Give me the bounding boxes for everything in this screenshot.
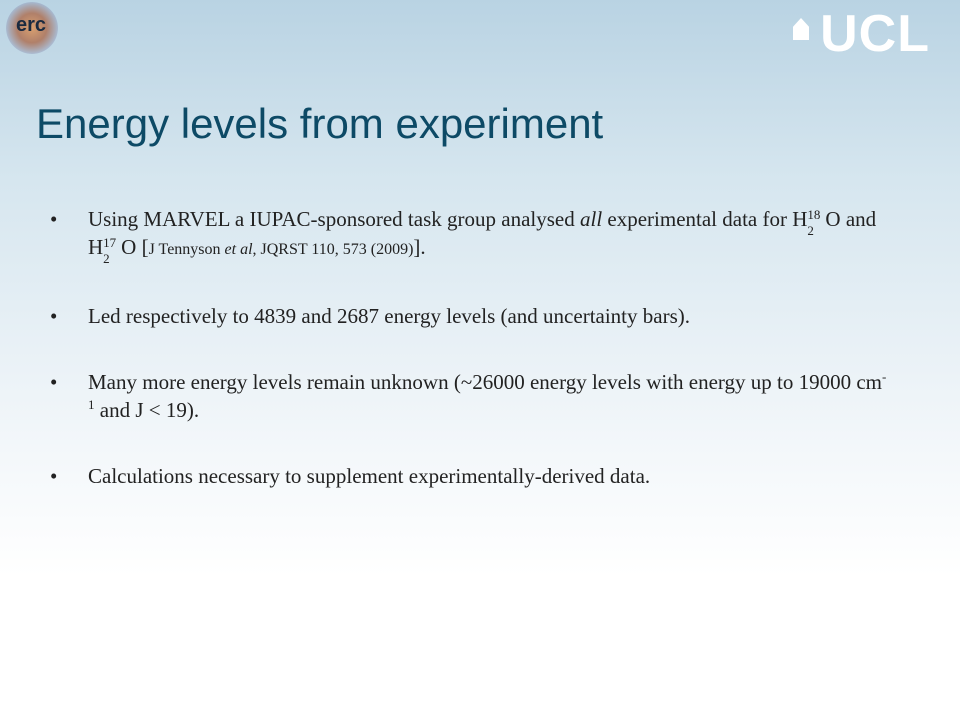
erc-logo-text: erc bbox=[16, 14, 47, 36]
text: and J < 19). bbox=[94, 398, 200, 422]
text: ]. bbox=[413, 235, 426, 259]
citation: et al bbox=[224, 241, 253, 258]
citation: J Tennyson bbox=[148, 241, 225, 258]
slide-title: Energy levels from experiment bbox=[36, 100, 604, 147]
bullet: Many more energy levels remain unknown (… bbox=[50, 368, 890, 424]
text: Led respectively to 4839 and 2687 energy… bbox=[88, 304, 690, 328]
text: Using MARVEL a IUPAC-sponsored task grou… bbox=[88, 207, 580, 231]
text: experimental data for H bbox=[602, 207, 808, 231]
text: Many more energy levels remain unknown (… bbox=[88, 370, 883, 394]
citation: , JQRST 110, 573 (2009) bbox=[252, 241, 414, 258]
text: all bbox=[579, 207, 603, 231]
bullet-list: Using MARVEL a IUPAC-sponsored task grou… bbox=[50, 205, 890, 528]
bullet: Led respectively to 4839 and 2687 energy… bbox=[50, 302, 890, 330]
bullet: Calculations necessary to supplement exp… bbox=[50, 462, 890, 490]
text: Calculations necessary to supplement exp… bbox=[88, 464, 651, 488]
text: O and H bbox=[88, 207, 877, 259]
erc-logo: erc bbox=[6, 2, 58, 54]
ucl-dome-icon bbox=[793, 18, 809, 40]
bullet: Using MARVEL a IUPAC-sponsored task grou… bbox=[50, 205, 890, 265]
ucl-logo: UCL bbox=[820, 5, 930, 63]
superscript: -1 bbox=[88, 369, 887, 412]
text: O [ bbox=[121, 235, 149, 259]
